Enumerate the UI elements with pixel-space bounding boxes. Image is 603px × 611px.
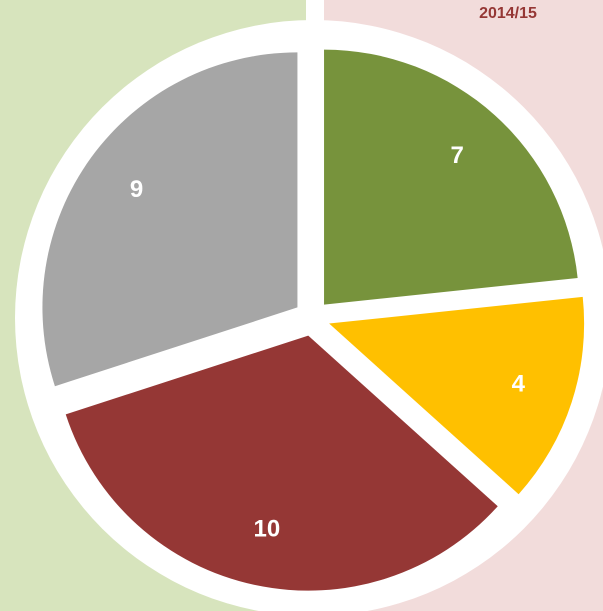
data-label: 9 xyxy=(130,176,143,203)
data-label: 7 xyxy=(450,142,463,169)
data-label: 4 xyxy=(512,370,526,397)
data-label: 10 xyxy=(254,516,281,543)
pie-slice xyxy=(329,296,585,495)
chart-title: 2014/15 xyxy=(479,5,537,22)
pie-slice xyxy=(65,335,498,591)
pie-slice xyxy=(324,49,578,305)
pie-slice xyxy=(42,52,298,387)
